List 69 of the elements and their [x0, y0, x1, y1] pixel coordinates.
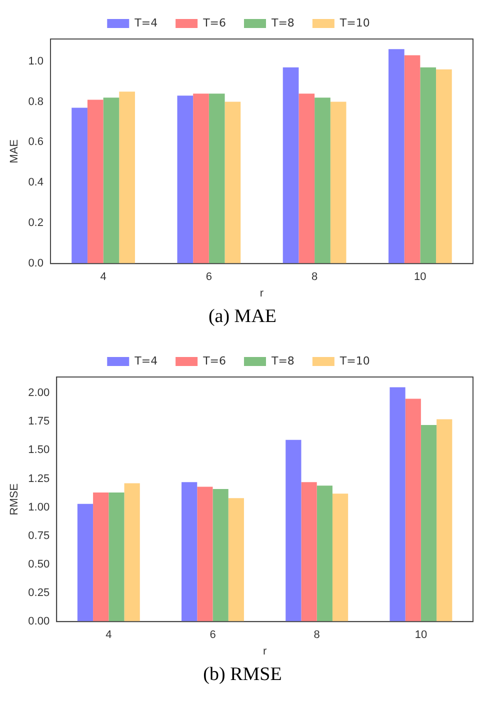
bar	[420, 67, 436, 264]
legend-label: T=10	[338, 354, 370, 368]
y-tick-label: 0.0	[28, 258, 44, 270]
bar	[87, 100, 104, 264]
x-tick-label: 4	[106, 629, 112, 642]
bar	[177, 96, 194, 264]
x-tick-label: 10	[414, 271, 426, 284]
y-tick-label: 2.00	[28, 387, 50, 400]
y-tick-label: 1.50	[28, 444, 50, 456]
bar	[314, 98, 330, 264]
x-axis-title: r	[260, 287, 264, 300]
y-tick-label: 0.2	[28, 217, 44, 230]
bar	[436, 419, 452, 622]
bar	[405, 398, 421, 622]
text: (b) RMSE	[202, 664, 283, 686]
bar	[282, 67, 299, 264]
bar	[404, 55, 420, 264]
bar	[301, 482, 317, 622]
bar	[388, 49, 404, 264]
x-tick-label: 8	[311, 271, 318, 284]
bar	[332, 494, 348, 622]
bar	[77, 504, 94, 622]
y-axis-title: RMSE	[8, 483, 21, 516]
bar	[108, 492, 124, 622]
x-axis-title: r	[262, 645, 267, 658]
bar	[228, 498, 244, 622]
x-tick-label: 10	[414, 629, 428, 642]
y-tick-label: 0.4	[28, 176, 44, 189]
bar	[420, 425, 437, 622]
legend-label: T=8	[270, 16, 294, 30]
legend-label: T=8	[270, 354, 294, 368]
bar	[119, 92, 135, 264]
x-tick-label: 6	[206, 271, 212, 284]
y-tick-label: 0.00	[28, 616, 50, 628]
bar	[286, 440, 302, 622]
bar	[182, 482, 198, 622]
y-tick-label: 1.25	[28, 472, 50, 485]
bar	[72, 108, 88, 264]
y-tick-label: 1.0	[28, 55, 44, 68]
y-tick-label: 0.25	[28, 587, 50, 600]
legend-label: T=10	[338, 16, 370, 30]
bar	[193, 94, 209, 264]
bar	[330, 102, 346, 264]
bar	[93, 492, 109, 622]
y-tick-label: 0.50	[28, 558, 50, 570]
y-axis-title: MAE	[8, 139, 21, 164]
y-tick-label: 1.00	[28, 501, 50, 514]
y-tick-label: 0.6	[28, 136, 44, 148]
x-tick-label: 4	[100, 271, 106, 284]
bar	[212, 489, 228, 622]
bar	[316, 486, 332, 622]
legend-label: T=4	[134, 354, 158, 368]
bar	[124, 483, 140, 622]
y-tick-label: 0.75	[28, 530, 50, 542]
x-tick-label: 8	[314, 629, 320, 642]
y-tick-label: 1.75	[28, 416, 50, 428]
text: (a) MAE	[207, 306, 278, 328]
bar	[436, 69, 452, 264]
bar	[298, 94, 315, 264]
x-tick-label: 6	[210, 629, 216, 642]
y-tick-label: 0.8	[28, 96, 44, 108]
bar	[208, 94, 225, 264]
bar	[197, 486, 213, 622]
legend-label: T=6	[202, 354, 226, 368]
legend-label: T=4	[134, 16, 158, 30]
bar	[390, 387, 406, 622]
legend-label: T=6	[202, 16, 226, 30]
bar	[224, 102, 241, 264]
bar	[103, 98, 120, 264]
